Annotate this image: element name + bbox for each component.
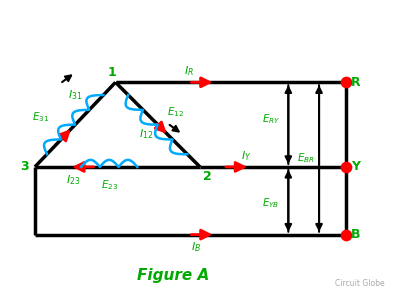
Text: $I_{31}$: $I_{31}$ xyxy=(68,88,82,102)
Text: $I_R$: $I_R$ xyxy=(184,64,194,78)
Text: Circuit Globe: Circuit Globe xyxy=(335,279,384,288)
Text: $E_{RY}$: $E_{RY}$ xyxy=(262,112,280,126)
Text: $I_B$: $I_B$ xyxy=(191,240,201,254)
Text: $E_{12}$: $E_{12}$ xyxy=(166,105,184,119)
Text: $I_{12}$: $I_{12}$ xyxy=(139,128,154,141)
Text: $E_{YB}$: $E_{YB}$ xyxy=(262,197,280,211)
Text: 1: 1 xyxy=(107,66,116,79)
Text: 2: 2 xyxy=(203,170,212,183)
Point xyxy=(343,80,349,85)
Text: $I_{23}$: $I_{23}$ xyxy=(66,173,80,187)
Text: Figure A: Figure A xyxy=(137,268,209,283)
Point xyxy=(343,232,349,237)
Text: $E_{BR}$: $E_{BR}$ xyxy=(297,152,314,165)
Text: $E_{31}$: $E_{31}$ xyxy=(32,111,49,124)
Text: $E_{23}$: $E_{23}$ xyxy=(101,178,118,192)
Text: 3: 3 xyxy=(20,160,28,173)
Point xyxy=(343,164,349,169)
Text: B: B xyxy=(351,228,360,241)
Text: Y: Y xyxy=(351,160,360,173)
Text: $I_Y$: $I_Y$ xyxy=(241,149,251,163)
Text: R: R xyxy=(351,76,360,89)
